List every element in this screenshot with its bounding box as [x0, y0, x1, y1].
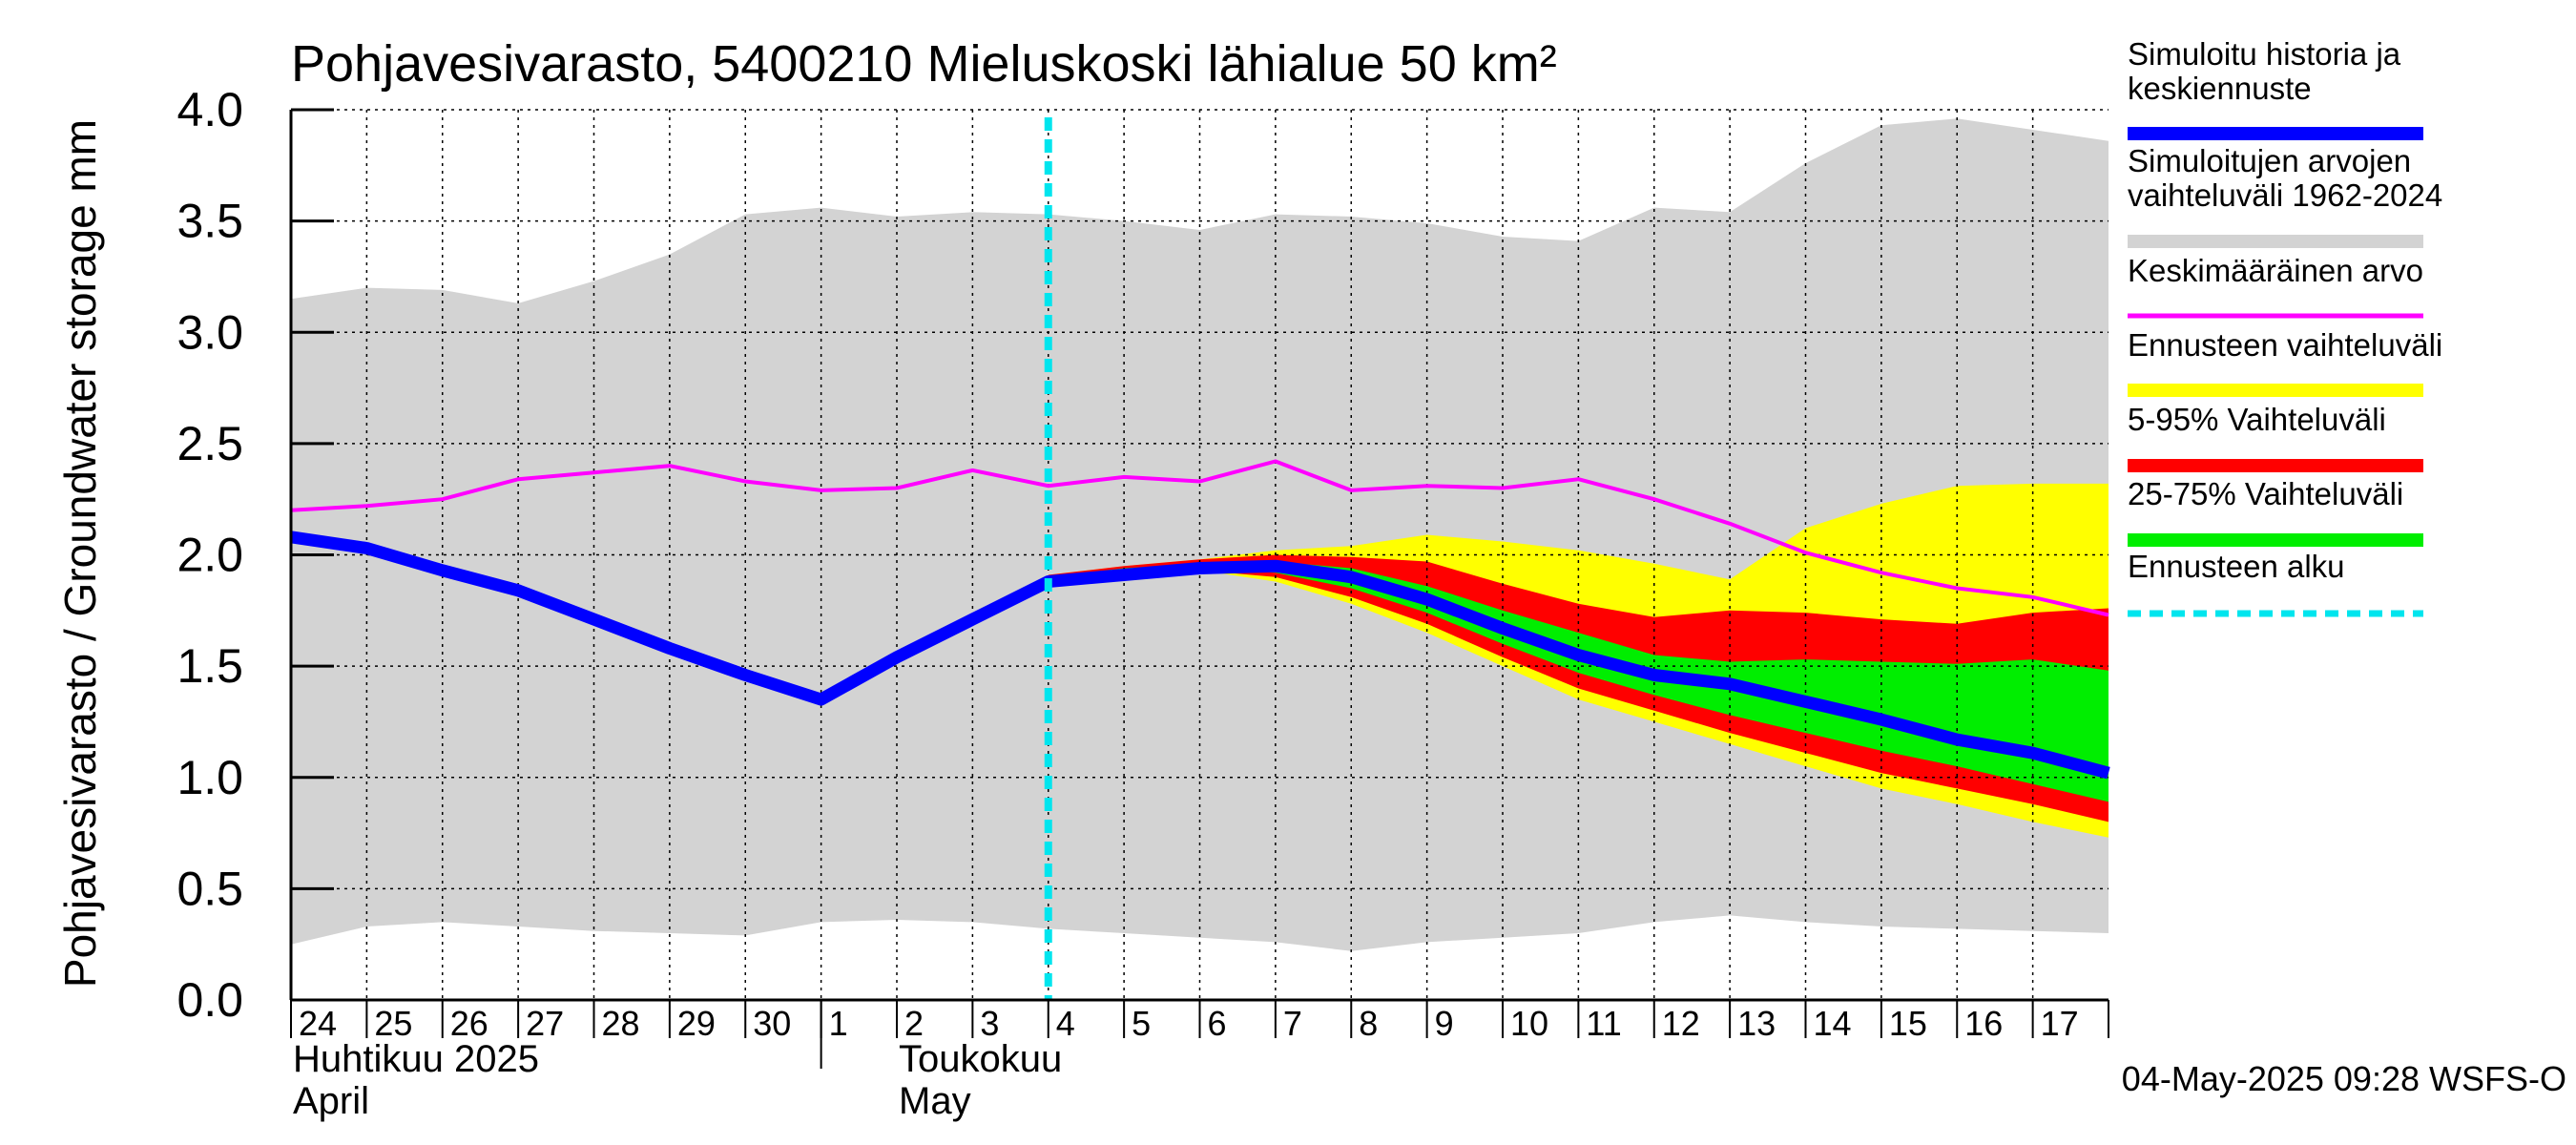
x-tick-label: 24 — [299, 1004, 337, 1043]
x-tick-labels: 24 25 26 27 28 29 30 1 2 3 4 5 6 7 8 9 10 11 12 13 14 15 16 17 — [290, 1000, 2109, 1069]
x-tick-label: 27 — [526, 1004, 564, 1043]
y-tick-label: 1.5 — [177, 639, 243, 693]
p25-75-band — [1048, 561, 2109, 802]
legend-item: 5-95% Vaihteluväli — [2128, 402, 2423, 472]
x-tick-label: 7 — [1283, 1004, 1302, 1043]
p5-95-band — [1048, 554, 2109, 822]
x-tick-label: 15 — [1889, 1004, 1927, 1043]
legend-label: keskiennuste — [2128, 71, 2312, 106]
x-tick-label: 3 — [980, 1004, 999, 1043]
x-tick-label: 4 — [1056, 1004, 1075, 1043]
legend-label: Simuloitujen arvojen — [2128, 143, 2411, 178]
y-tick-label: 3.5 — [177, 195, 243, 248]
x-tick-label: 26 — [450, 1004, 488, 1043]
legend-label: Simuloitu historia ja — [2128, 36, 2401, 72]
x-tick-label: 28 — [602, 1004, 640, 1043]
x-tick-label: 13 — [1737, 1004, 1776, 1043]
y-tick-label: 2.5 — [177, 417, 243, 470]
x-tick-label: 14 — [1814, 1004, 1852, 1043]
y-tick-label: 3.0 — [177, 305, 243, 359]
month-label-april-fi: Huhtikuu 2025 — [293, 1038, 539, 1080]
chart-title: Pohjavesivarasto, 5400210 Mieluskoski lä… — [291, 35, 1557, 93]
legend-label: Ennusteen vaihteluväli — [2128, 327, 2442, 363]
x-tick-label: 12 — [1662, 1004, 1700, 1043]
month-label-may-en: May — [899, 1080, 971, 1122]
x-tick-label: 2 — [904, 1004, 924, 1043]
x-tick-label: 10 — [1510, 1004, 1548, 1043]
x-tick-label: 16 — [1964, 1004, 2003, 1043]
x-tick-label: 6 — [1208, 1004, 1227, 1043]
median-forecast-line — [290, 531, 2110, 780]
x-tick-label: 11 — [1586, 1004, 1621, 1043]
y-tick-label: 4.0 — [177, 83, 243, 136]
legend-label: 25-75% Vaihteluväli — [2128, 476, 2403, 511]
y-axis-label: Pohjavesivarasto / Groundwater storage m… — [55, 119, 105, 988]
y-tick-label: 1.0 — [177, 751, 243, 804]
y-tick-label: 0.5 — [177, 862, 243, 915]
legend: Simuloitu historia jakeskiennusteSimuloi… — [2128, 36, 2442, 617]
legend-label: Keskimääräinen arvo — [2128, 253, 2423, 288]
x-tick-label: 29 — [677, 1004, 716, 1043]
legend-item: 25-75% Vaihteluväli — [2128, 476, 2423, 547]
x-tick-label: 1 — [829, 1004, 848, 1043]
historical-range-band — [291, 118, 2109, 951]
x-tick-label: 8 — [1359, 1004, 1378, 1043]
legend-label: vaihteluväli 1962-2024 — [2128, 177, 2442, 213]
month-label-april-en: April — [293, 1080, 369, 1122]
y-tick-label: 0.0 — [177, 973, 243, 1027]
footer-timestamp: 04-May-2025 09:28 WSFS-O — [2122, 1059, 2566, 1098]
legend-item: Ennusteen alku — [2128, 549, 2423, 617]
x-tick-label: 25 — [374, 1004, 412, 1043]
x-tick-label: 9 — [1435, 1004, 1454, 1043]
plot-area — [289, 109, 2110, 1002]
mean-line — [290, 459, 2109, 617]
x-tick-label: 30 — [753, 1004, 791, 1043]
y-tick-labels: 0.0 0.5 1.0 1.5 2.0 2.5 3.0 3.5 4.0 — [177, 83, 334, 1027]
x-tick-label: 17 — [2041, 1004, 2079, 1043]
legend-item: Ennusteen vaihteluväli — [2128, 327, 2442, 397]
y-tick-label: 2.0 — [177, 529, 243, 582]
legend-item: Keskimääräinen arvo — [2128, 253, 2423, 319]
x-tick-label: 5 — [1132, 1004, 1151, 1043]
legend-label: Ennusteen alku — [2128, 549, 2345, 584]
month-label-may-fi: Toukokuu — [899, 1038, 1062, 1080]
legend-label: 5-95% Vaihteluväli — [2128, 402, 2386, 437]
